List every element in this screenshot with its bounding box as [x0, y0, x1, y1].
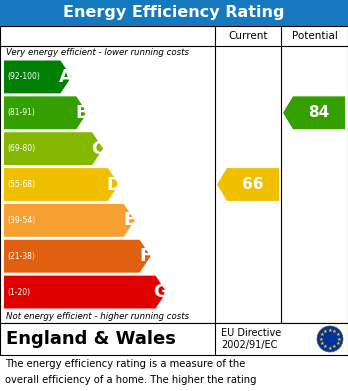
Text: ★: ★ — [327, 328, 332, 332]
Text: Not energy efficient - higher running costs: Not energy efficient - higher running co… — [6, 312, 189, 321]
FancyBboxPatch shape — [0, 26, 348, 323]
Text: overall efficiency of a home. The higher the rating: overall efficiency of a home. The higher… — [5, 375, 256, 385]
Polygon shape — [217, 168, 279, 201]
Text: ★: ★ — [323, 344, 328, 349]
Text: ★: ★ — [332, 329, 337, 334]
Text: D: D — [106, 176, 121, 194]
Polygon shape — [4, 168, 119, 201]
Text: A: A — [59, 68, 73, 86]
Text: (69-80): (69-80) — [7, 144, 35, 153]
FancyBboxPatch shape — [0, 0, 348, 26]
Polygon shape — [4, 61, 71, 93]
Text: 66: 66 — [242, 177, 264, 192]
Polygon shape — [4, 276, 166, 308]
Polygon shape — [4, 240, 151, 273]
Text: England & Wales: England & Wales — [6, 330, 176, 348]
Text: ★: ★ — [320, 341, 325, 346]
Text: (81-91): (81-91) — [7, 108, 35, 117]
Text: (55-68): (55-68) — [7, 180, 35, 189]
Text: Potential: Potential — [292, 31, 338, 41]
Text: 84: 84 — [308, 105, 330, 120]
Text: ★: ★ — [337, 337, 341, 341]
Text: (1-20): (1-20) — [7, 287, 30, 296]
Text: C: C — [91, 140, 104, 158]
Text: (21-38): (21-38) — [7, 252, 35, 261]
Text: EU Directive
2002/91/EC: EU Directive 2002/91/EC — [221, 328, 281, 350]
Text: Energy Efficiency Rating: Energy Efficiency Rating — [63, 5, 285, 20]
Text: ★: ★ — [327, 346, 332, 350]
Text: Very energy efficient - lower running costs: Very energy efficient - lower running co… — [6, 48, 189, 57]
Polygon shape — [4, 132, 103, 165]
Text: ★: ★ — [323, 329, 328, 334]
Text: The energy efficiency rating is a measure of the: The energy efficiency rating is a measur… — [5, 359, 245, 369]
Polygon shape — [4, 204, 135, 237]
Text: F: F — [139, 247, 151, 265]
Text: ★: ★ — [319, 337, 323, 341]
Text: (39-54): (39-54) — [7, 216, 35, 225]
Text: Current: Current — [228, 31, 268, 41]
Text: ★: ★ — [332, 344, 337, 349]
Text: (92-100): (92-100) — [7, 72, 40, 81]
Text: B: B — [75, 104, 89, 122]
Polygon shape — [4, 96, 87, 129]
Text: ★: ★ — [335, 341, 340, 346]
Circle shape — [317, 326, 343, 352]
Text: ★: ★ — [320, 332, 325, 337]
FancyBboxPatch shape — [0, 323, 348, 355]
Text: ★: ★ — [335, 332, 340, 337]
Text: G: G — [153, 283, 168, 301]
Text: E: E — [123, 212, 135, 230]
Polygon shape — [283, 96, 345, 129]
